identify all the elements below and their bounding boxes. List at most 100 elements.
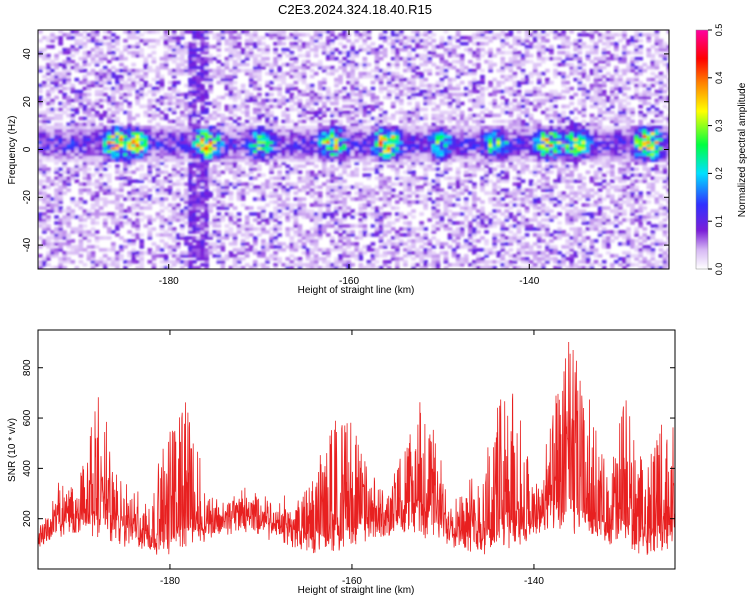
heatmap-cell-3811	[342, 137, 347, 142]
heatmap-cell-2082	[204, 257, 209, 261]
heatmap-cell-2267	[216, 143, 222, 148]
heatmap-cell-787	[98, 71, 104, 76]
heatmap-cell-4692	[415, 92, 420, 97]
heatmap-cell-3845	[346, 212, 351, 216]
heatmap-cell-4513	[403, 197, 408, 201]
heatmap-cell-728	[94, 104, 100, 109]
heatmap-cell-3060	[281, 110, 287, 115]
heatmap-cell-441	[70, 86, 76, 91]
heatmap-cell-2916	[269, 113, 274, 118]
heatmap-cell-4448	[394, 71, 400, 76]
heatmap-cell-2169	[208, 152, 214, 157]
heatmap-cell-1965	[196, 182, 201, 186]
heatmap-cell-4308	[382, 74, 388, 79]
heatmap-cell-3886	[350, 233, 355, 237]
heatmap-cell-4117	[366, 74, 372, 79]
heatmap-cell-4164	[370, 68, 376, 73]
heatmap-cell-1772	[184, 149, 189, 154]
heatmap-cell-4330	[386, 191, 392, 195]
heatmap-cell-2413	[228, 137, 234, 142]
heatmap-cell-3186	[293, 182, 299, 186]
heatmap-cell-236	[54, 107, 59, 112]
heatmap-cell-2030	[200, 191, 205, 195]
heatmap-cell-1844	[188, 116, 193, 121]
heatmap-cell-667	[90, 140, 96, 145]
heatmap-cell-43	[38, 68, 43, 73]
heatmap-cell-1607	[171, 170, 177, 174]
heatmap-cell-4104	[366, 143, 372, 148]
heatmap-cell-1253	[139, 140, 145, 145]
heatmap-cell-4688	[415, 110, 420, 115]
heatmap-cell-208	[54, 209, 59, 213]
heatmap-cell-4660	[415, 251, 420, 255]
heatmap-cell-3271	[301, 245, 307, 249]
heatmap-cell-2510	[236, 188, 242, 192]
heatmap-cell-287	[58, 122, 63, 127]
heatmap-cell-2585	[240, 62, 246, 67]
heatmap-cell-607	[86, 179, 92, 183]
heatmap-cell-4229	[378, 212, 384, 216]
heatmap-cell-339	[62, 95, 67, 100]
heatmap-cell-3285	[301, 176, 307, 180]
heatmap-cell-1152	[131, 149, 136, 154]
heatmap-cell-2109	[204, 167, 209, 172]
heatmap-cell-268	[58, 191, 63, 195]
heatmap-cell-4161	[370, 86, 376, 91]
heatmap-cell-1060	[123, 128, 128, 133]
heatmap-cell-1929	[192, 65, 197, 70]
heatmap-cell-2090	[204, 227, 209, 231]
heatmap-cell-3197	[293, 137, 299, 142]
heatmap-cell-4873	[431, 140, 437, 145]
heatmap-cell-1823	[188, 179, 193, 183]
heatmap-cell-1796	[184, 41, 189, 46]
heatmap-cell-741	[94, 50, 100, 55]
heatmap-cell-134	[46, 116, 51, 121]
heatmap-cell-34	[38, 113, 43, 118]
heatmap-cell-4955	[439, 173, 445, 177]
heatmap-cell-1170	[131, 50, 136, 55]
heatmap-cell-4735	[419, 116, 424, 121]
heatmap-cell-1330	[147, 161, 153, 166]
heatmap-cell-1793	[184, 50, 189, 55]
heatmap-cell-2054	[200, 107, 205, 112]
heatmap-cell-2960	[273, 140, 278, 145]
heatmap-cell-3767	[338, 107, 343, 112]
heatmap-cell-372	[66, 170, 72, 174]
heatmap-cell-4286	[382, 182, 388, 186]
heatmap-cell-2943	[273, 212, 278, 216]
heatmap-cell-1871	[192, 254, 197, 258]
heatmap-cell-343	[62, 77, 67, 82]
heatmap-cell-3228	[297, 224, 303, 228]
heatmap-cell-118	[46, 176, 51, 180]
heatmap-cell-1425	[155, 131, 161, 136]
heatmap-cell-4933	[435, 113, 441, 118]
heatmap-cell-775	[98, 125, 104, 130]
heatmap-cell-2718	[252, 107, 258, 112]
heatmap-cell-877	[106, 98, 112, 103]
heatmap-cell-187	[50, 77, 55, 82]
heatmap-cell-840	[102, 53, 108, 58]
heatmap-cell-3159	[289, 68, 295, 73]
heatmap-cell-1696	[175, 35, 181, 40]
heatmap-cell-2634	[244, 53, 250, 58]
heatmap-cell-1617	[171, 137, 177, 142]
heatmap-cell-1728	[179, 122, 185, 127]
heatmap-cell-4415	[394, 233, 400, 237]
heatmap-cell-3857	[346, 146, 351, 151]
heatmap-cell-4530	[403, 134, 408, 139]
heatmap-cell-4610	[411, 239, 416, 243]
heatmap-cell-4792	[423, 89, 429, 94]
heatmap-cell-3297	[301, 128, 307, 133]
heatmap-cell-4185	[374, 176, 380, 180]
heatmap-cell-2310	[220, 182, 226, 186]
heatmap-cell-4716	[419, 200, 424, 204]
heatmap-cell-2804	[261, 206, 266, 210]
heatmap-cell-909	[111, 149, 116, 154]
heatmap-cell-3438	[313, 203, 319, 207]
heatmap-cell-841	[102, 41, 108, 46]
heatmap-cell-4061	[362, 125, 368, 130]
heatmap-cell-1117	[127, 89, 132, 94]
heatmap-cell-4478	[399, 143, 404, 148]
heatmap-cell-1444	[159, 260, 165, 264]
heatmap-cell-4811	[427, 239, 433, 243]
